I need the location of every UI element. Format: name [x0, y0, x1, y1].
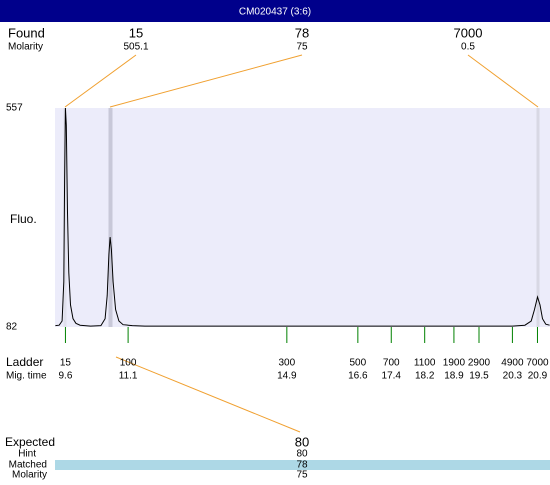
hint-value: 80	[296, 449, 308, 460]
ladder-size: 7000	[526, 358, 549, 369]
matched-value: 78	[296, 460, 308, 471]
hint-label: Hint	[18, 449, 36, 460]
found-label: Found	[8, 25, 45, 40]
mig-time: 17.4	[382, 371, 402, 382]
found-size: 78	[295, 25, 309, 40]
mig-time: 19.5	[469, 371, 489, 382]
matched-label: Matched	[9, 460, 47, 471]
found-molarity: 0.5	[461, 42, 475, 53]
y-tick-label: 82	[6, 322, 18, 333]
ladder-size: 1900	[443, 358, 466, 369]
found-connector	[109, 54, 303, 108]
mig-time: 16.6	[348, 371, 368, 382]
matched-row	[55, 460, 550, 470]
ladder-size: 300	[278, 358, 295, 369]
peak-band	[536, 108, 540, 327]
molarity-value: 75	[296, 470, 308, 480]
expected-label: Expected	[5, 435, 55, 449]
mig-time: 18.2	[415, 371, 435, 382]
mig-time-label: Mig. time	[6, 371, 47, 382]
title: CM020437 (3:6)	[239, 7, 311, 18]
ladder-size: 100	[120, 358, 137, 369]
peak-band	[108, 108, 113, 327]
ladder-size: 1100	[414, 358, 436, 369]
molarity-label: Molarity	[8, 42, 43, 53]
mig-time: 14.9	[277, 371, 297, 382]
ladder-size: 700	[383, 358, 400, 369]
mig-time: 20.3	[503, 371, 523, 382]
peak-band	[63, 108, 67, 327]
found-size: 15	[129, 25, 143, 40]
ladder-size: 2900	[468, 358, 491, 369]
found-molarity: 75	[296, 42, 308, 53]
molarity-label: Molarity	[12, 470, 47, 480]
title-bar	[0, 0, 550, 22]
mig-time: 20.9	[528, 371, 548, 382]
expected-connector	[115, 356, 301, 433]
mig-time: 11.1	[119, 371, 138, 382]
expected-value: 80	[295, 434, 309, 449]
found-connector	[64, 54, 137, 108]
ladder-size: 15	[60, 358, 72, 369]
y-label: Fluo.	[10, 212, 37, 226]
mig-time: 18.9	[444, 371, 464, 382]
ladder-size: 4900	[501, 358, 524, 369]
ladder-size: 500	[350, 358, 367, 369]
mig-time: 9.6	[58, 371, 72, 382]
ladder-label: Ladder	[6, 355, 43, 369]
found-size: 7000	[454, 25, 483, 40]
found-connector	[467, 54, 539, 108]
found-molarity: 505.1	[123, 42, 148, 53]
y-tick-label: 557	[6, 103, 23, 114]
trace	[55, 107, 550, 327]
plot-area	[55, 108, 550, 327]
